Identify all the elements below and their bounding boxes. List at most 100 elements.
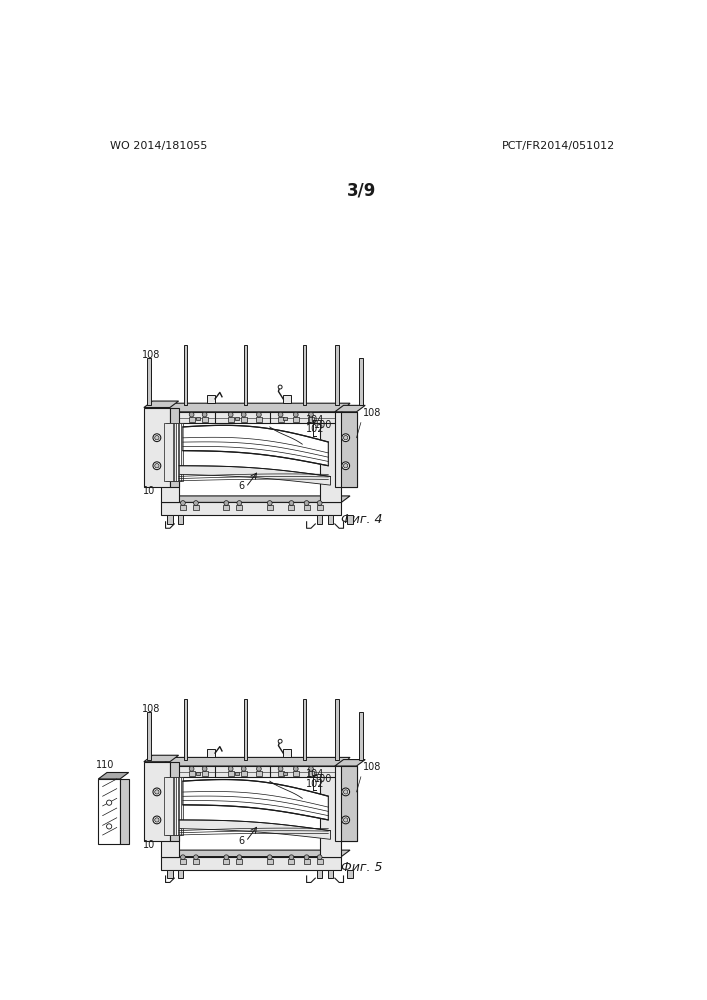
Circle shape bbox=[308, 766, 313, 771]
Polygon shape bbox=[341, 766, 356, 841]
Circle shape bbox=[202, 766, 207, 771]
Bar bbox=[278, 771, 284, 776]
Polygon shape bbox=[144, 762, 170, 841]
Polygon shape bbox=[165, 777, 174, 835]
Circle shape bbox=[317, 501, 322, 505]
Circle shape bbox=[289, 501, 294, 505]
Text: 102: 102 bbox=[305, 424, 324, 434]
Bar bbox=[303, 859, 310, 864]
Text: 104: 104 bbox=[305, 769, 324, 779]
Polygon shape bbox=[183, 780, 328, 820]
Circle shape bbox=[237, 855, 242, 860]
Text: 108: 108 bbox=[363, 408, 381, 418]
Circle shape bbox=[344, 464, 348, 468]
Polygon shape bbox=[161, 757, 350, 766]
Bar bbox=[293, 771, 299, 776]
Polygon shape bbox=[98, 779, 120, 844]
Polygon shape bbox=[98, 772, 129, 779]
Text: 10: 10 bbox=[143, 840, 155, 850]
Bar bbox=[245, 699, 247, 760]
Circle shape bbox=[189, 766, 194, 771]
Polygon shape bbox=[164, 423, 173, 481]
Bar bbox=[245, 345, 247, 405]
Bar bbox=[267, 859, 273, 864]
Text: Фиг. 5: Фиг. 5 bbox=[341, 861, 382, 874]
Bar bbox=[147, 358, 151, 405]
Text: 108: 108 bbox=[141, 704, 160, 714]
Circle shape bbox=[180, 501, 185, 505]
Bar bbox=[193, 505, 199, 510]
Polygon shape bbox=[171, 777, 180, 835]
Bar bbox=[347, 870, 353, 878]
Bar bbox=[178, 515, 183, 524]
Bar bbox=[184, 699, 187, 760]
Bar bbox=[223, 505, 229, 510]
Polygon shape bbox=[144, 755, 179, 762]
Bar bbox=[207, 395, 215, 403]
Bar bbox=[278, 417, 284, 422]
Text: 6: 6 bbox=[238, 481, 245, 491]
Polygon shape bbox=[174, 423, 183, 481]
Circle shape bbox=[194, 855, 199, 860]
Bar bbox=[201, 417, 208, 422]
Polygon shape bbox=[120, 779, 129, 844]
Polygon shape bbox=[161, 403, 350, 412]
Circle shape bbox=[228, 766, 233, 771]
Bar bbox=[284, 395, 291, 403]
Polygon shape bbox=[161, 412, 341, 423]
Polygon shape bbox=[179, 820, 330, 839]
Polygon shape bbox=[173, 423, 181, 481]
Circle shape bbox=[278, 739, 282, 743]
Circle shape bbox=[237, 501, 242, 505]
Bar bbox=[283, 417, 287, 420]
Bar bbox=[147, 712, 151, 760]
Circle shape bbox=[341, 788, 349, 796]
Text: 3/9: 3/9 bbox=[347, 182, 377, 200]
Circle shape bbox=[153, 816, 160, 824]
Polygon shape bbox=[320, 412, 341, 502]
Bar bbox=[223, 859, 229, 864]
Bar bbox=[284, 749, 291, 757]
Bar bbox=[288, 859, 294, 864]
Circle shape bbox=[341, 462, 349, 470]
Polygon shape bbox=[161, 766, 341, 777]
Circle shape bbox=[278, 385, 282, 389]
Bar bbox=[193, 859, 199, 864]
Bar bbox=[336, 345, 339, 405]
Bar bbox=[178, 870, 183, 878]
Polygon shape bbox=[161, 502, 341, 515]
Text: 6: 6 bbox=[238, 836, 245, 846]
Text: 108: 108 bbox=[141, 350, 160, 360]
Bar bbox=[196, 772, 200, 775]
Polygon shape bbox=[335, 405, 366, 412]
Polygon shape bbox=[171, 423, 180, 481]
Circle shape bbox=[202, 412, 207, 417]
Bar bbox=[328, 515, 333, 524]
Polygon shape bbox=[320, 766, 341, 857]
Polygon shape bbox=[335, 766, 356, 841]
Bar bbox=[317, 515, 322, 524]
Polygon shape bbox=[144, 401, 179, 408]
Bar bbox=[240, 771, 247, 776]
Polygon shape bbox=[161, 760, 187, 766]
Circle shape bbox=[194, 501, 199, 505]
Circle shape bbox=[278, 412, 283, 417]
Circle shape bbox=[341, 434, 349, 442]
Polygon shape bbox=[168, 777, 176, 835]
Circle shape bbox=[257, 412, 262, 417]
Polygon shape bbox=[169, 423, 177, 481]
Circle shape bbox=[107, 800, 112, 805]
Polygon shape bbox=[183, 425, 328, 466]
Bar bbox=[293, 417, 299, 422]
Circle shape bbox=[341, 816, 349, 824]
Polygon shape bbox=[335, 760, 366, 766]
Polygon shape bbox=[161, 496, 350, 502]
Polygon shape bbox=[144, 408, 170, 487]
Circle shape bbox=[293, 766, 298, 771]
Bar bbox=[317, 870, 322, 878]
Bar bbox=[235, 772, 240, 775]
Bar bbox=[196, 417, 200, 420]
Polygon shape bbox=[341, 412, 356, 487]
Bar bbox=[228, 417, 234, 422]
Bar bbox=[180, 505, 186, 510]
